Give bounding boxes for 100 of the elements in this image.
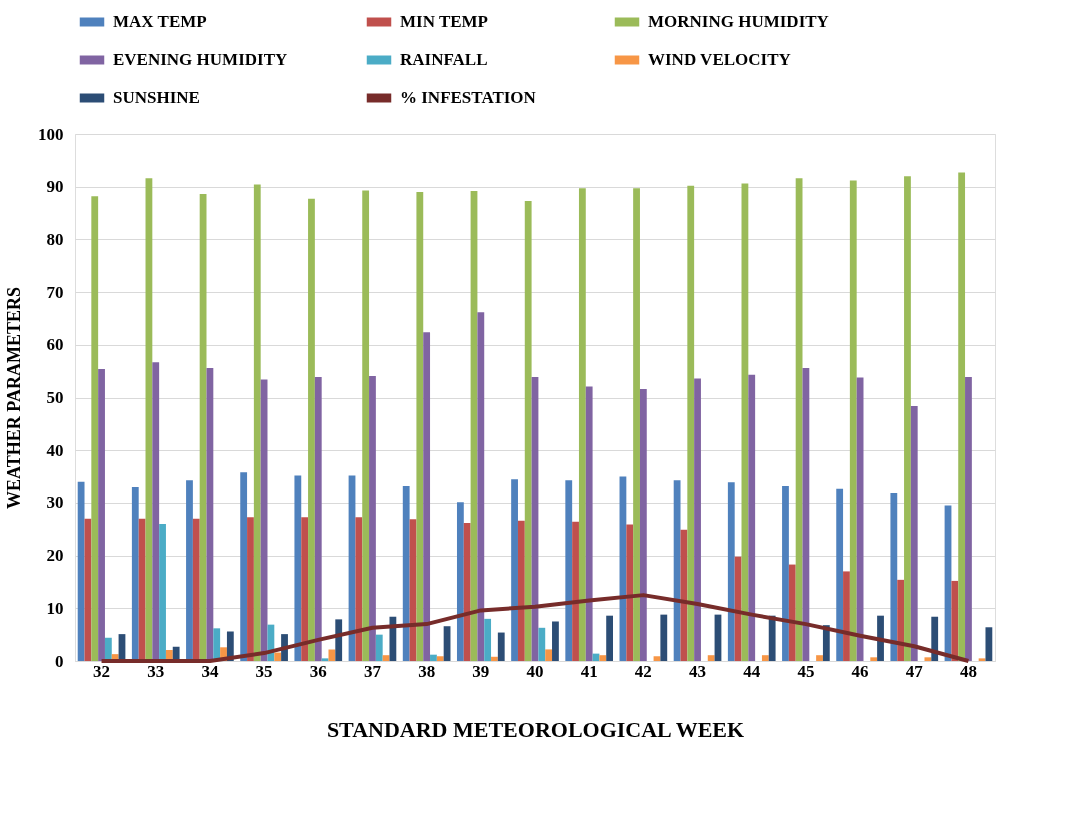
bar: [965, 376, 972, 661]
bar: [870, 657, 878, 661]
bar: [843, 571, 850, 661]
bar: [328, 649, 336, 661]
legend-label: WIND VELOCITY: [648, 50, 791, 69]
x-tick-label: 34: [201, 661, 219, 681]
bar: [951, 580, 959, 661]
x-tick-label: 41: [580, 661, 598, 681]
y-tick-label: 30: [46, 493, 64, 513]
y-tick-label: 100: [38, 124, 64, 144]
bar: [301, 517, 309, 661]
bar: [497, 632, 505, 661]
bar: [91, 196, 99, 661]
y-tick-label: 20: [46, 546, 64, 566]
bar: [247, 517, 254, 661]
y-tick-label: 40: [46, 440, 64, 460]
bar: [639, 389, 647, 661]
x-tick-label: 38: [418, 661, 436, 681]
legend-label: % INFESTATION: [400, 88, 537, 107]
legend-label: EVENING HUMIDITY: [113, 50, 288, 69]
x-tick-label: 44: [743, 661, 761, 681]
legend-label: MORNING HUMIDITY: [648, 12, 829, 31]
bar: [430, 654, 437, 661]
bar: [314, 376, 322, 661]
bar: [382, 655, 390, 661]
bar: [707, 655, 715, 661]
bar: [131, 487, 139, 661]
bar: [538, 627, 546, 661]
legend-label: RAINFALL: [400, 50, 488, 69]
bar: [159, 523, 166, 661]
bar: [572, 521, 579, 661]
bar: [192, 518, 200, 661]
bar: [552, 621, 559, 661]
bar: [958, 172, 966, 661]
y-tick-label: 70: [46, 282, 64, 302]
bar: [985, 627, 993, 661]
bar: [978, 658, 986, 661]
bar: [687, 185, 695, 661]
bar: [734, 556, 742, 661]
bar: [138, 518, 146, 661]
bar: [788, 564, 796, 661]
legend-label: SUNSHINE: [113, 88, 200, 107]
bar: [849, 180, 857, 661]
x-tick-label: 33: [147, 661, 165, 681]
x-axis-title: STANDARD METEOROLOGICAL WEEK: [326, 716, 745, 742]
bar: [910, 405, 918, 661]
bar: [104, 637, 112, 661]
bar: [761, 655, 769, 661]
bar: [484, 618, 492, 661]
bar: [890, 492, 898, 661]
bar: [186, 480, 193, 661]
x-tick-label: 46: [851, 661, 869, 681]
bar: [565, 480, 573, 661]
bar: [578, 188, 586, 661]
bar: [213, 628, 221, 661]
bar: [816, 655, 823, 661]
bar: [524, 200, 532, 661]
bar: [423, 332, 431, 661]
x-tick-label: 40: [526, 661, 544, 681]
bar: [152, 362, 160, 661]
bar: [335, 619, 343, 661]
x-tick-label: 35: [255, 661, 273, 681]
bar: [748, 374, 756, 661]
bar: [517, 520, 525, 661]
legend-label: MAX TEMP: [113, 12, 207, 31]
bar: [633, 188, 640, 661]
bar: [491, 656, 498, 661]
bar: [836, 488, 844, 661]
y-tick-label: 90: [46, 177, 64, 197]
x-tick-label: 36: [309, 661, 327, 681]
bar: [606, 615, 614, 661]
bar: [375, 634, 383, 661]
bar: [545, 649, 553, 661]
bar: [294, 475, 302, 661]
legend-label: MIN TEMP: [400, 12, 488, 31]
bar: [456, 502, 464, 661]
bar: [694, 378, 701, 661]
bar: [477, 312, 485, 661]
bar: [795, 178, 803, 661]
bar: [673, 480, 681, 661]
x-tick-label: 37: [363, 661, 382, 681]
bar: [253, 184, 261, 661]
y-tick-label: 80: [46, 229, 64, 249]
bar: [436, 656, 444, 661]
bar: [77, 481, 85, 661]
bar: [782, 486, 789, 661]
bar: [355, 517, 363, 661]
bar: [877, 615, 884, 661]
bar: [98, 369, 105, 661]
line-series: [99, 593, 971, 663]
bar: [362, 190, 370, 661]
bar: [599, 655, 607, 661]
bar: [924, 657, 932, 661]
bar: [240, 472, 248, 661]
x-tick-label: 47: [905, 661, 924, 681]
bar: [653, 656, 661, 661]
bar: [389, 616, 397, 661]
y-tick-label: 50: [46, 388, 64, 407]
bar: [904, 176, 911, 661]
bar: [402, 486, 410, 661]
